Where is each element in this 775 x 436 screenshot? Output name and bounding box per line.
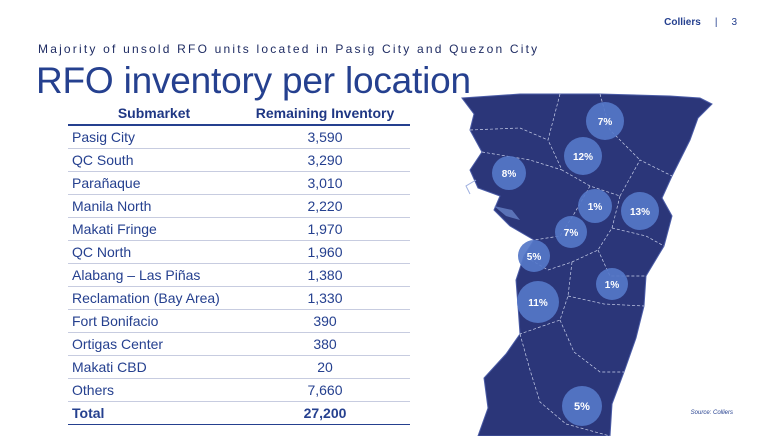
inventory-cell: 20 <box>240 355 410 379</box>
submarket-cell: Parañaque <box>68 171 240 195</box>
page-number: 3 <box>731 16 737 28</box>
brand-name: Colliers <box>664 16 701 28</box>
bubble-label: 1% <box>588 202 603 213</box>
submarket-cell: Pasig City <box>68 125 240 149</box>
table-row: Alabang – Las Piñas 1,380 <box>68 263 410 287</box>
bubble-label: 13% <box>630 207 650 218</box>
bubble-label: 7% <box>564 228 579 239</box>
bubble-label: 12% <box>573 152 593 163</box>
bubble-circle <box>578 189 612 223</box>
share-bubbles: 7% 12% 8% 1% 13% 7% 5% 1% 11% 5% <box>492 102 659 426</box>
reclamation-strip <box>494 206 520 220</box>
bubble-circle <box>517 281 559 323</box>
header-separator: | <box>714 16 718 28</box>
table-row: Makati CBD 20 <box>68 355 410 379</box>
bubble-label: 8% <box>502 169 517 180</box>
column-header-submarket: Submarket <box>68 102 240 126</box>
bubble-label: 7% <box>598 117 613 128</box>
inventory-cell: 380 <box>240 332 410 356</box>
inventory-cell: 3,010 <box>240 171 410 195</box>
table-row: Parañaque 3,010 <box>68 171 410 195</box>
inventory-table: Submarket Remaining Inventory Pasig City… <box>68 102 410 425</box>
submarket-cell: Alabang – Las Piñas <box>68 263 240 287</box>
inventory-cell: 1,970 <box>240 217 410 241</box>
submarket-cell: Makati CBD <box>68 355 240 379</box>
submarket-cell: Reclamation (Bay Area) <box>68 286 240 310</box>
bubble-label: 5% <box>527 252 542 263</box>
bubble-circle <box>564 137 602 175</box>
submarket-cell: Ortigas Center <box>68 332 240 356</box>
source-note: Source: Colliers <box>690 410 733 416</box>
slide-subtitle: Majority of unsold RFO units located in … <box>38 42 540 56</box>
bubble-circle <box>562 386 602 426</box>
bubble-label: 5% <box>574 401 590 413</box>
table-row: Fort Bonifacio 390 <box>68 309 410 333</box>
submarket-cell: Fort Bonifacio <box>68 309 240 333</box>
table-row: Makati Fringe 1,970 <box>68 217 410 241</box>
bubble-circle <box>518 240 550 272</box>
table-row: Others 7,660 <box>68 378 410 402</box>
submarket-cell: QC North <box>68 240 240 264</box>
slide-title: RFO inventory per location <box>36 60 471 101</box>
submarket-cell: Makati Fringe <box>68 217 240 241</box>
district-boundaries <box>469 93 673 436</box>
inventory-cell: 1,330 <box>240 286 410 310</box>
bubble-circle <box>492 156 526 190</box>
inventory-cell: 1,380 <box>240 263 410 287</box>
map-land <box>461 93 713 436</box>
total-value: 27,200 <box>240 401 410 425</box>
inventory-cell: 1,960 <box>240 240 410 264</box>
bubble-circle <box>621 192 659 230</box>
table-header-row: Submarket Remaining Inventory <box>68 102 410 126</box>
table-row: Pasig City 3,590 <box>68 125 410 149</box>
table-row: Ortigas Center 380 <box>68 332 410 356</box>
bubble-circle <box>586 102 624 140</box>
table-row: Reclamation (Bay Area) 1,330 <box>68 286 410 310</box>
submarket-cell: Manila North <box>68 194 240 218</box>
inventory-cell: 7,660 <box>240 378 410 402</box>
inventory-cell: 3,590 <box>240 125 410 149</box>
bubble-label: 1% <box>605 280 620 291</box>
inventory-cell: 3,290 <box>240 148 410 172</box>
submarket-cell: QC South <box>68 148 240 172</box>
column-header-inventory: Remaining Inventory <box>240 102 410 126</box>
submarket-cell: Others <box>68 378 240 402</box>
inventory-cell: 390 <box>240 309 410 333</box>
bubble-label: 11% <box>528 298 548 309</box>
total-label: Total <box>68 401 240 425</box>
slide-header: Colliers | 3 <box>664 14 737 30</box>
coastline <box>465 179 477 195</box>
table-row: QC South 3,290 <box>68 148 410 172</box>
bubble-circle <box>596 268 628 300</box>
inventory-cell: 2,220 <box>240 194 410 218</box>
bubble-circle <box>555 216 587 248</box>
total-row: Total 27,200 <box>68 401 410 425</box>
table-row: Manila North 2,220 <box>68 194 410 218</box>
table-row: QC North 1,960 <box>68 240 410 264</box>
